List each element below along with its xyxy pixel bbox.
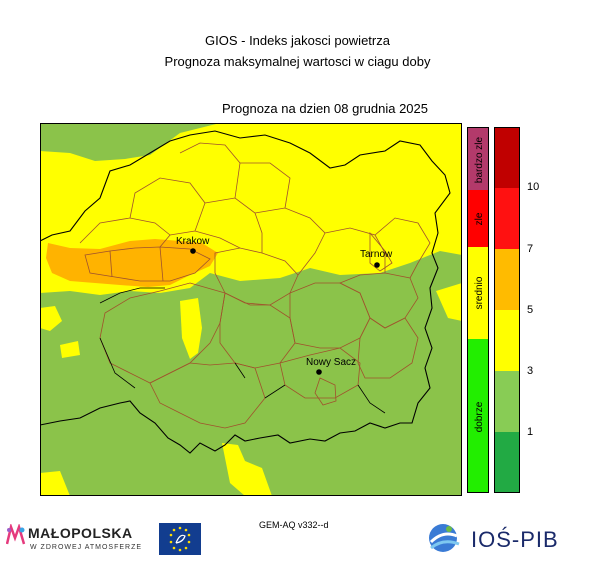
city-marker-nowy-sacz [316, 369, 322, 375]
scale-band-4 [494, 249, 520, 310]
legend-label-zle: zle [474, 212, 485, 225]
scale-tick-1: 1 [527, 426, 534, 438]
malopolska-tagline: W ZDROWEJ ATMOSFERZE [30, 544, 143, 551]
eu-stars-icon [169, 526, 191, 552]
map-frame [40, 123, 462, 496]
legend-label-srednio: srednio [474, 276, 485, 309]
elevated-zone-krakow [46, 239, 218, 287]
legend-srednio-swatch [467, 247, 489, 339]
legend-bardzo-zle-swatch [467, 127, 489, 190]
ios-pib-mark-icon [429, 524, 460, 552]
scale-band-2 [494, 371, 520, 432]
ios-pib-name: IOŚ-PIB [471, 527, 559, 552]
inner-boundary [99, 287, 386, 414]
scale-band-1 [494, 432, 520, 493]
city-markers: Krakow Tarnow Nowy Sacz [176, 236, 393, 375]
scale-band-5 [494, 188, 520, 249]
malopolska-name: MAŁOPOLSKA [28, 525, 133, 541]
legend-dobrze-swatch [467, 339, 489, 493]
model-version: GEM-AQ v332--d [259, 520, 329, 530]
scale-tick-10: 10 [527, 181, 540, 193]
city-marker-tarnow [374, 262, 380, 268]
city-label-nowy-sacz: Nowy Sacz [306, 357, 356, 368]
voivodeship-border [40, 130, 451, 454]
map-subtitle: Prognoza maksymalnej wartosci w ciagu do… [164, 54, 431, 69]
air-quality-map: Krakow Tarnow Nowy Sacz [40, 123, 462, 496]
index-scale [494, 127, 520, 493]
legend-label-dobrze: dobrze [474, 401, 485, 432]
city-label-tarnow: Tarnow [360, 249, 393, 260]
category-legend: bardzo zle zle srednio dobrze [467, 127, 489, 493]
district-borders [79, 142, 431, 429]
scale-band-6 [494, 127, 520, 188]
map-title: GIOS - Indeks jakosci powietrza [205, 33, 390, 48]
scale-band-3 [494, 310, 520, 371]
malopolska-mark-icon [6, 524, 26, 545]
scale-tick-7: 7 [527, 243, 534, 255]
forecast-date: Prognoza na dzien 08 grudnia 2025 [222, 101, 428, 116]
eu-life-logo [159, 523, 201, 555]
scale-tick-5: 5 [527, 304, 534, 316]
legend-label-bardzo-zle: bardzo zle [474, 136, 485, 183]
scale-tick-3: 3 [527, 365, 534, 377]
city-marker-krakow [190, 248, 196, 254]
city-label-krakow: Krakow [176, 236, 210, 247]
legend-zle-swatch [467, 190, 489, 247]
